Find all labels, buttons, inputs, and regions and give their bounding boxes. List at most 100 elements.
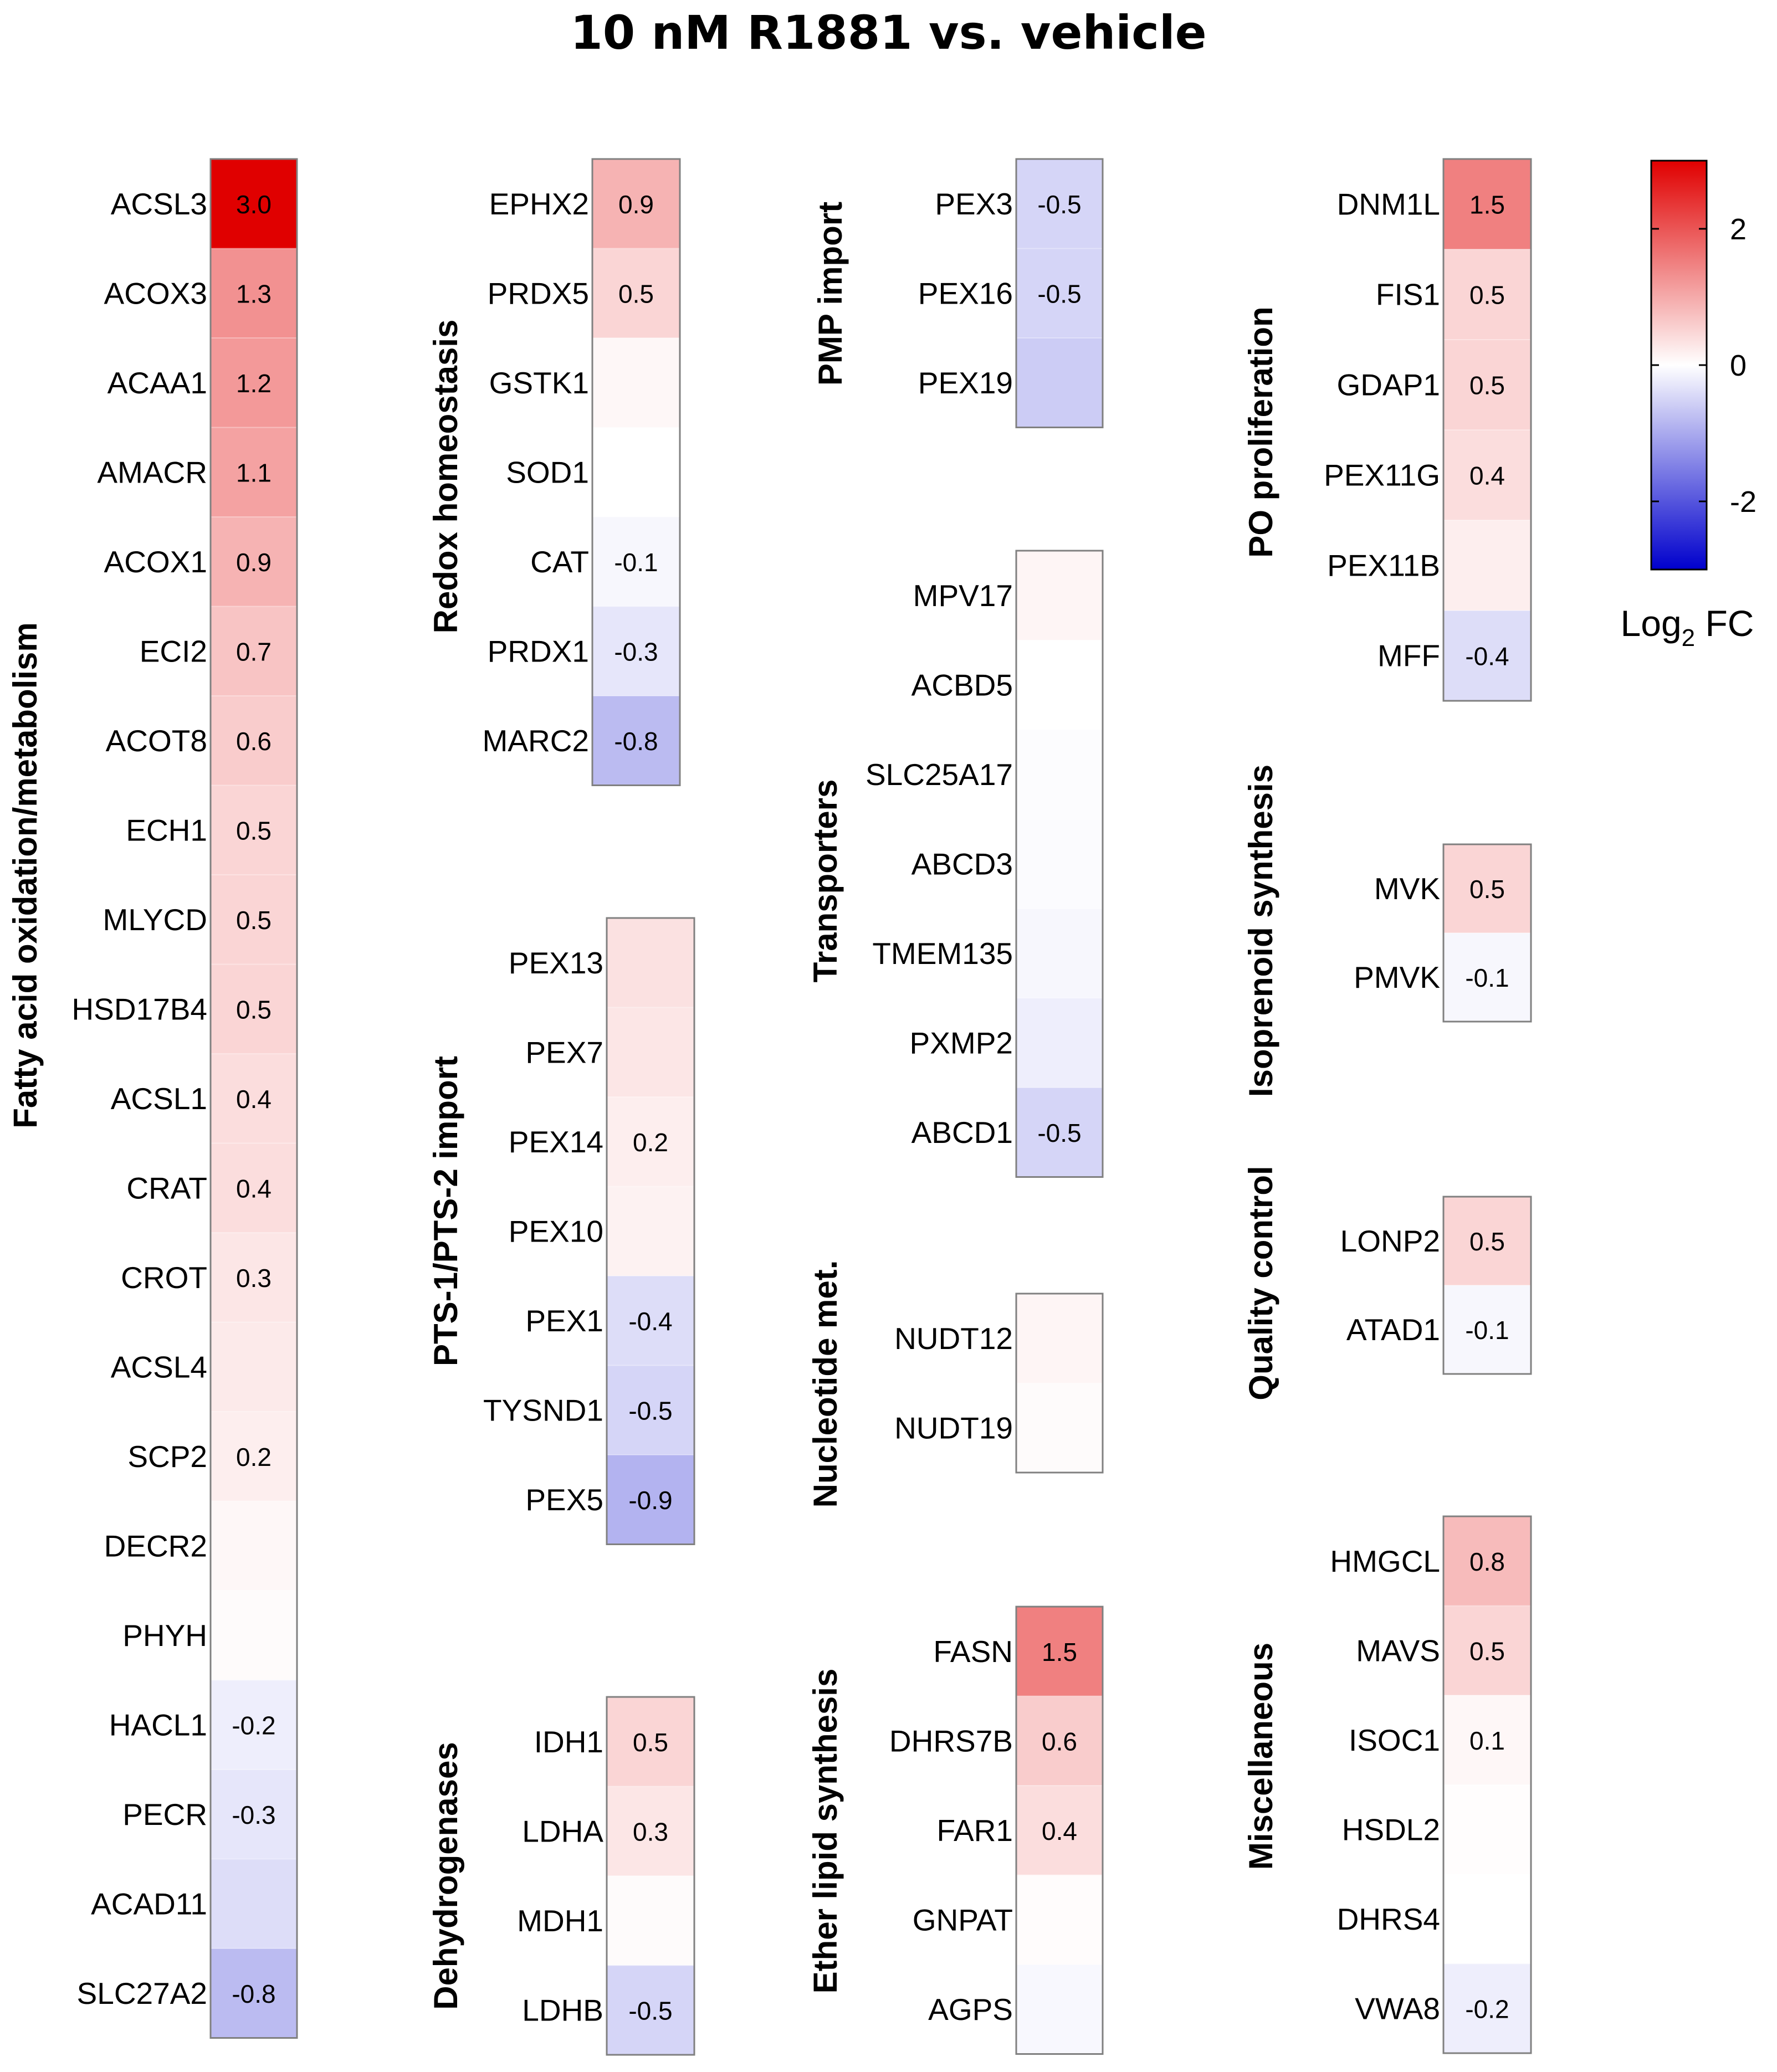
gene-label: FASN xyxy=(933,1634,1013,1669)
cell-value: 0.6 xyxy=(236,727,272,756)
cell-value: 0.3 xyxy=(236,1264,272,1293)
gene-label: EPHX2 xyxy=(489,187,589,221)
cell-value: -0.8 xyxy=(614,727,658,756)
gene-label: PEX19 xyxy=(918,366,1013,400)
gene-label: MARC2 xyxy=(482,724,589,758)
cell-value: 0.5 xyxy=(1469,1637,1505,1665)
gene-label: AGPS xyxy=(928,1992,1013,2027)
group-border xyxy=(1015,158,1104,428)
heatmap-cell xyxy=(1016,1607,1103,1696)
heatmap-cell xyxy=(1443,1285,1531,1375)
gene-label: ACBD5 xyxy=(911,668,1013,702)
cell-value: -0.2 xyxy=(232,1711,275,1740)
heatmap-cell xyxy=(1016,1088,1103,1177)
gene-label: LDHB xyxy=(522,1993,603,2027)
gene-label: PXMP2 xyxy=(910,1025,1013,1060)
heatmap-cell xyxy=(1443,933,1531,1022)
heatmap-cell xyxy=(1016,1383,1103,1473)
heatmap-cell xyxy=(1016,1875,1103,1965)
heatmap-cell xyxy=(1443,1963,1531,2054)
gene-label: ACSL3 xyxy=(111,187,207,221)
heatmap-cell xyxy=(607,1697,694,1787)
group-title: Redox homeostasis xyxy=(427,320,464,634)
cell-value: 0.3 xyxy=(633,1817,668,1846)
heatmap-cell xyxy=(211,1501,297,1591)
heatmap-cell xyxy=(211,1859,297,1949)
heatmap-cell xyxy=(607,1876,694,1966)
group-border xyxy=(1015,1606,1104,2055)
heatmap-cell xyxy=(1016,640,1103,730)
gene-label: ABCD3 xyxy=(911,847,1013,881)
heatmap-cell xyxy=(1016,998,1103,1088)
gene-label: PEX11G xyxy=(1324,458,1440,493)
gene-label: LONP2 xyxy=(1340,1224,1440,1258)
heatmap-cell xyxy=(1443,340,1531,430)
heatmap-cell xyxy=(211,1591,297,1680)
group-border xyxy=(1442,1196,1532,1375)
heatmap-cell xyxy=(1016,730,1103,819)
gene-label: AMACR xyxy=(97,455,207,489)
gene-label: NUDT19 xyxy=(894,1411,1013,1445)
gene-label: ACAA1 xyxy=(107,366,207,400)
heatmap-cell xyxy=(211,1233,297,1322)
gene-label: FIS1 xyxy=(1376,278,1440,312)
cell-value: 0.4 xyxy=(236,1085,272,1114)
heatmap-cell xyxy=(607,1786,694,1876)
gene-label: ECI2 xyxy=(140,634,207,668)
cell-value: 0.4 xyxy=(1469,461,1505,490)
gene-label: SOD1 xyxy=(506,455,589,489)
heatmap-cell xyxy=(1443,844,1531,934)
cell-value: 1.2 xyxy=(236,369,272,398)
heatmap-cell xyxy=(1443,249,1531,340)
heatmap-cell xyxy=(607,918,694,1008)
gene-label: ABCD1 xyxy=(911,1115,1013,1150)
gene-label: DHRS7B xyxy=(889,1724,1013,1758)
heatmap-cell xyxy=(1443,1197,1531,1286)
colorbar-title: Log2 FC xyxy=(1621,603,1754,652)
gene-label: LDHA xyxy=(522,1814,603,1848)
gene-label: DNM1L xyxy=(1337,187,1440,222)
heatmap-cell xyxy=(1016,1294,1103,1383)
cell-value: 0.5 xyxy=(1469,371,1505,400)
cell-value: 1.1 xyxy=(236,458,272,487)
gene-label: HSDL2 xyxy=(1342,1812,1440,1847)
cell-value: 0.5 xyxy=(1469,281,1505,310)
gene-label: ACOX3 xyxy=(104,276,207,310)
cell-value: 0.5 xyxy=(618,279,654,308)
gene-label: GSTK1 xyxy=(489,366,589,400)
heatmap-cell xyxy=(1443,520,1531,611)
heatmap-cell xyxy=(211,606,297,696)
cell-value: -0.4 xyxy=(628,1307,672,1336)
cell-value: 0.2 xyxy=(633,1128,668,1157)
heatmap-cell xyxy=(211,1054,297,1143)
heatmap-cell xyxy=(1443,611,1531,701)
heatmap-cell xyxy=(1443,1874,1531,1964)
cell-value: 0.5 xyxy=(633,1728,668,1757)
cell-value: 0.1 xyxy=(1469,1726,1505,1755)
heatmap-cell xyxy=(211,1948,297,2038)
gene-label: MAVS xyxy=(1356,1633,1440,1668)
heatmap-cell xyxy=(592,248,680,339)
heatmap-cell xyxy=(592,517,680,607)
group-border xyxy=(1442,843,1532,1023)
gene-label: TMEM135 xyxy=(872,936,1013,971)
heatmap-cell xyxy=(607,1007,694,1097)
gene-label: CRAT xyxy=(126,1171,207,1205)
heatmap-cell xyxy=(211,1322,297,1412)
gene-label: ACAD11 xyxy=(91,1886,207,1921)
heatmap-cell xyxy=(211,964,297,1054)
gene-label: GNPAT xyxy=(913,1902,1013,1937)
gene-label: PEX13 xyxy=(509,946,603,980)
group-title: Fatty acid oxidation/metabolism xyxy=(7,622,44,1129)
gene-label: CAT xyxy=(530,545,589,579)
gene-label: TYSND1 xyxy=(483,1393,603,1427)
heatmap-cell xyxy=(592,338,680,428)
group-title: Isoprenoid synthesis xyxy=(1242,765,1279,1097)
colorbar xyxy=(1651,161,1707,570)
cell-value: 0.5 xyxy=(236,906,272,935)
heatmap-cell xyxy=(607,1097,694,1187)
heatmap-cell xyxy=(211,338,297,428)
heatmap-cell xyxy=(211,517,297,607)
gene-label: NUDT12 xyxy=(894,1321,1013,1356)
